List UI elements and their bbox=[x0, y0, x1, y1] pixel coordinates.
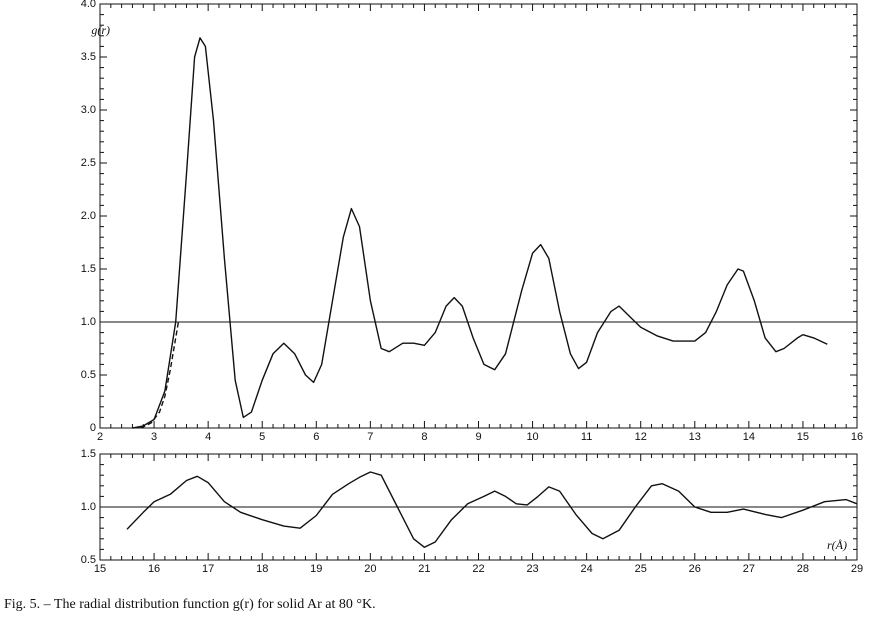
x-tick-label: 14 bbox=[743, 431, 755, 443]
y-tick-label: 4.0 bbox=[81, 0, 96, 10]
x-tick-label: 9 bbox=[475, 431, 481, 443]
x-axis-label: r(Å) bbox=[827, 538, 847, 552]
curve bbox=[132, 37, 828, 429]
x-tick-label: 24 bbox=[581, 563, 593, 575]
x-tick-label: 8 bbox=[421, 431, 427, 443]
y-tick-label: 1.5 bbox=[81, 448, 96, 460]
y-tick-label: 1.0 bbox=[81, 316, 96, 328]
x-tick-label: 25 bbox=[635, 563, 647, 575]
x-tick-label: 6 bbox=[313, 431, 319, 443]
x-tick-label: 20 bbox=[364, 563, 376, 575]
x-tick-label: 18 bbox=[256, 563, 268, 575]
plot-frame bbox=[99, 3, 858, 429]
x-tick-label: 2 bbox=[97, 431, 103, 443]
x-tick-label: 16 bbox=[148, 563, 160, 575]
y-axis-label: g(r) bbox=[91, 23, 110, 37]
x-tick-label: 28 bbox=[797, 563, 809, 575]
x-tick-label: 22 bbox=[472, 563, 484, 575]
x-tick-label: 29 bbox=[851, 563, 863, 575]
y-tick-label: 0.5 bbox=[81, 369, 96, 381]
y-tick-label: 2.0 bbox=[81, 210, 96, 222]
x-tick-label: 27 bbox=[743, 563, 755, 575]
x-tick-label: 26 bbox=[689, 563, 701, 575]
x-tick-label: 5 bbox=[259, 431, 265, 443]
x-tick-label: 12 bbox=[635, 431, 647, 443]
x-tick-label: 23 bbox=[526, 563, 538, 575]
x-tick-label: 11 bbox=[581, 431, 592, 443]
x-tick-label: 17 bbox=[202, 563, 214, 575]
y-tick-label: 0.5 bbox=[81, 554, 96, 566]
curve bbox=[132, 321, 180, 429]
x-tick-label: 7 bbox=[367, 431, 373, 443]
y-tick-label: 0 bbox=[90, 422, 96, 434]
y-tick-label: 3.5 bbox=[81, 51, 96, 63]
y-tick-label: 1.5 bbox=[81, 263, 96, 275]
x-tick-label: 10 bbox=[526, 431, 538, 443]
y-tick-label: 3.0 bbox=[81, 104, 96, 116]
x-tick-label: 15 bbox=[94, 563, 106, 575]
x-tick-label: 4 bbox=[205, 431, 211, 443]
curve bbox=[126, 471, 858, 548]
x-tick-label: 15 bbox=[797, 431, 809, 443]
y-tick-label: 2.5 bbox=[81, 157, 96, 169]
x-tick-label: 16 bbox=[851, 431, 863, 443]
y-tick-label: 1.0 bbox=[81, 501, 96, 513]
x-tick-label: 3 bbox=[151, 431, 157, 443]
x-tick-label: 19 bbox=[310, 563, 322, 575]
caption: Fig. 5. – The radial distribution functi… bbox=[4, 597, 376, 612]
x-tick-label: 21 bbox=[418, 563, 430, 575]
x-tick-label: 13 bbox=[689, 431, 701, 443]
